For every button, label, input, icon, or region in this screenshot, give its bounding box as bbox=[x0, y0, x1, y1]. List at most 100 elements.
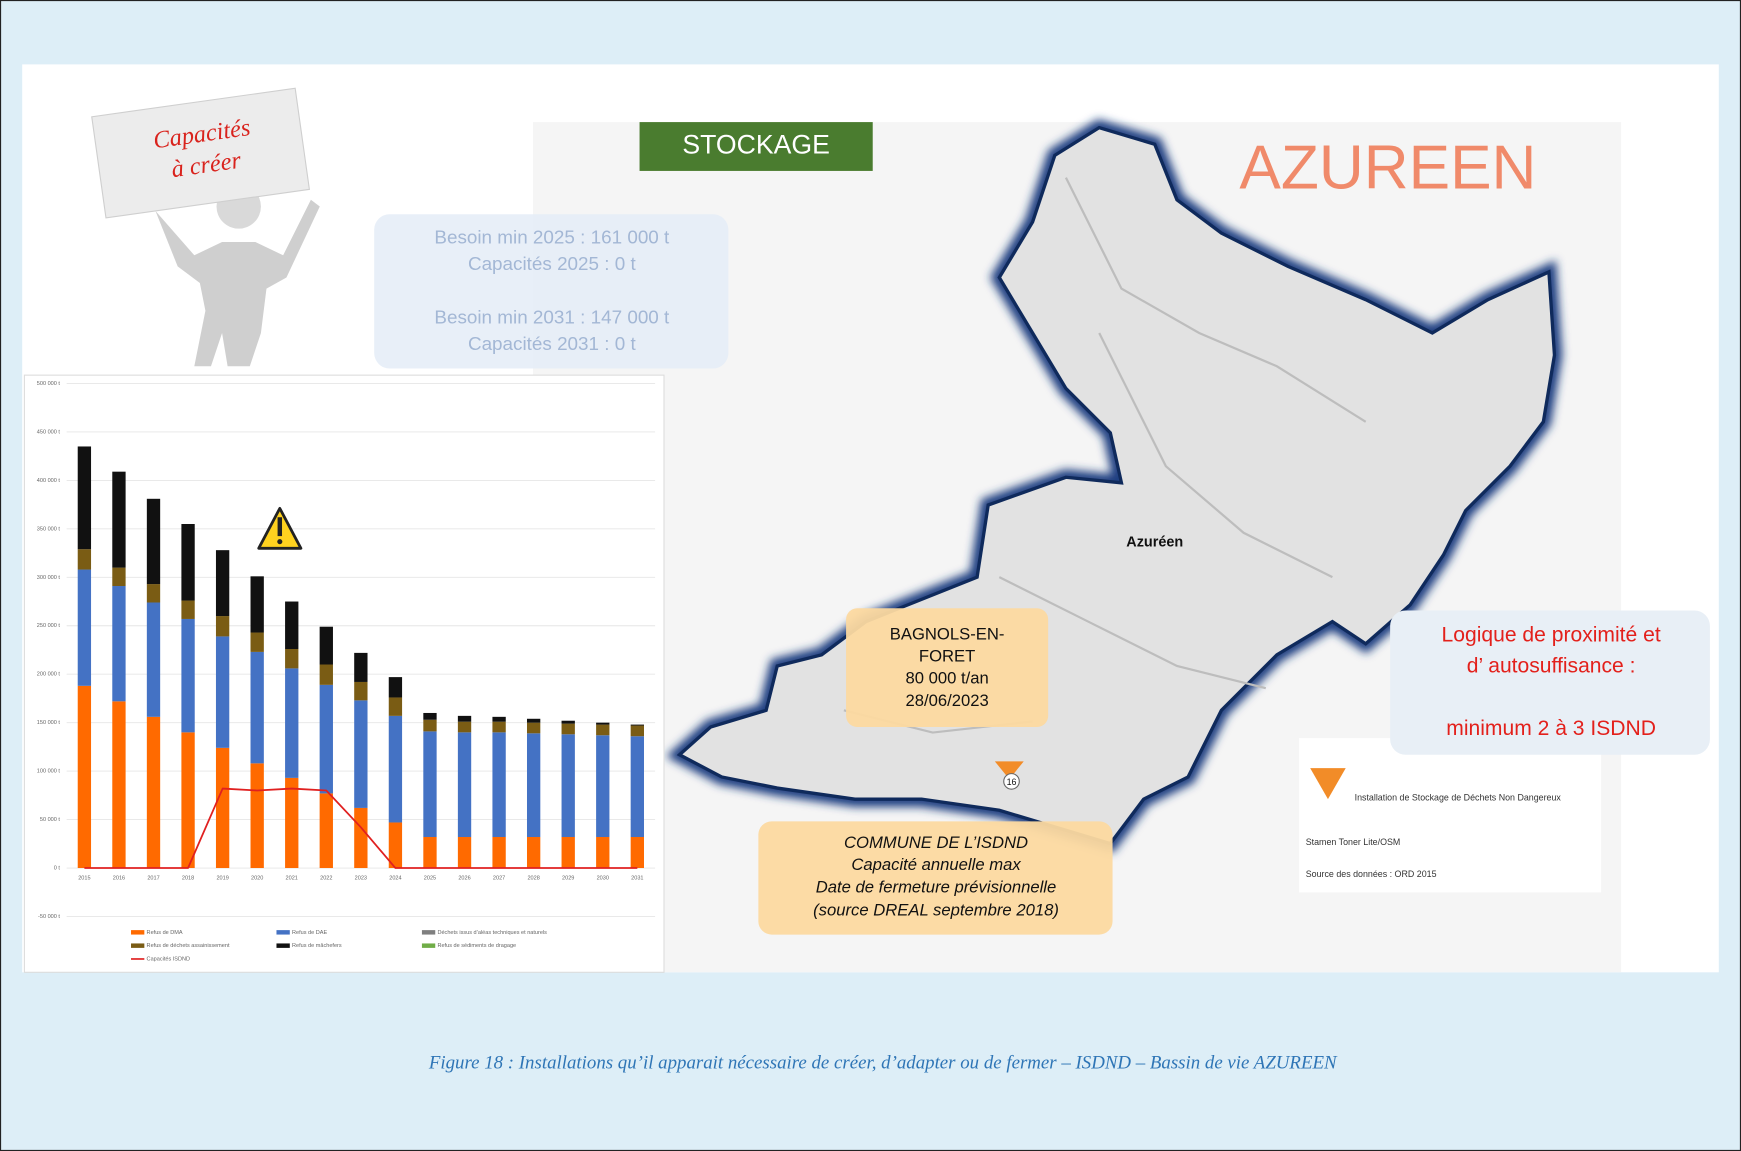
bar-segment bbox=[562, 724, 575, 735]
bar-segment bbox=[389, 697, 402, 715]
bar-segment bbox=[492, 717, 505, 722]
legend-swatch bbox=[131, 943, 144, 947]
x-tick-label: 2024 bbox=[389, 875, 401, 881]
bar-segment bbox=[458, 722, 471, 733]
bar-segment bbox=[285, 778, 298, 868]
x-tick-label: 2019 bbox=[216, 875, 228, 881]
legend-label: Refus de déchets assainissement bbox=[147, 943, 230, 949]
bar-segment bbox=[492, 837, 505, 868]
note-line: minimum 2 à 3 ISDND bbox=[1446, 717, 1656, 740]
x-tick-label: 2018 bbox=[182, 875, 194, 881]
bar-segment bbox=[78, 570, 91, 686]
bar-segment bbox=[147, 717, 160, 868]
legend-text: Source des données : ORD 2015 bbox=[1306, 869, 1437, 879]
bar-segment bbox=[389, 677, 402, 697]
bar-segment bbox=[423, 713, 436, 720]
site-line: 28/06/2023 bbox=[905, 691, 988, 710]
map-label: Azuréen bbox=[1126, 535, 1183, 551]
x-tick-label: 2027 bbox=[493, 875, 505, 881]
warning-dot bbox=[277, 539, 282, 544]
bar-segment bbox=[320, 685, 333, 794]
legend-swatch bbox=[422, 930, 435, 934]
site-line: 80 000 t/an bbox=[905, 669, 988, 688]
bar-segment bbox=[562, 734, 575, 837]
bar-segment bbox=[631, 736, 644, 837]
bar-segment bbox=[285, 602, 298, 649]
note-line: d’ autosuffisance : bbox=[1467, 655, 1636, 678]
bar-segment bbox=[562, 721, 575, 724]
bar-segment bbox=[251, 652, 264, 763]
bar-segment bbox=[181, 524, 194, 601]
bar-segment bbox=[596, 837, 609, 868]
legend-text: Stamen Toner Lite/OSM bbox=[1306, 837, 1401, 847]
bar-segment bbox=[112, 472, 125, 568]
y-tick-label: 400 000 t bbox=[37, 478, 61, 484]
bar-segment bbox=[492, 732, 505, 837]
bar-segment bbox=[112, 701, 125, 868]
bar-segment bbox=[562, 837, 575, 868]
bar-segment bbox=[181, 732, 194, 868]
legend-label: Déchets issus d’aléas techniques et natu… bbox=[437, 930, 547, 936]
bar-segment bbox=[285, 668, 298, 778]
x-tick-label: 2020 bbox=[251, 875, 263, 881]
x-tick-label: 2022 bbox=[320, 875, 332, 881]
x-tick-label: 2029 bbox=[562, 875, 574, 881]
legend-label: Refus de DAE bbox=[292, 930, 327, 936]
x-tick-label: 2017 bbox=[147, 875, 159, 881]
y-tick-label: 450 000 t bbox=[37, 429, 61, 435]
bar-segment bbox=[596, 723, 609, 725]
y-tick-label: 150 000 t bbox=[37, 720, 61, 726]
bar-segment bbox=[423, 837, 436, 868]
bar-segment bbox=[631, 837, 644, 868]
x-tick-label: 2021 bbox=[286, 875, 298, 881]
bar-segment bbox=[527, 837, 540, 868]
bar-segment bbox=[216, 550, 229, 616]
bar-segment bbox=[596, 725, 609, 736]
bar-segment bbox=[216, 636, 229, 747]
bar-segment bbox=[251, 576, 264, 632]
bar-segment bbox=[527, 723, 540, 734]
y-tick-label: 200 000 t bbox=[37, 672, 61, 678]
legend-label: Refus de DMA bbox=[147, 930, 183, 936]
needs-line: Besoin min 2031 : 147 000 t bbox=[434, 307, 670, 328]
bar-segment bbox=[216, 748, 229, 868]
x-tick-label: 2025 bbox=[424, 875, 436, 881]
site-line: BAGNOLS-EN- bbox=[890, 624, 1005, 643]
legend-swatch bbox=[276, 930, 289, 934]
bar-segment bbox=[320, 627, 333, 665]
callout-line: COMMUNE DE L’ISDND bbox=[844, 833, 1028, 852]
y-tick-label: -50 000 t bbox=[38, 914, 60, 920]
bar-segment bbox=[423, 720, 436, 732]
legend-swatch bbox=[276, 943, 289, 947]
caption: Figure 18 : Installations qu’il apparait… bbox=[428, 1053, 1338, 1074]
bar-segment bbox=[354, 682, 367, 700]
needs-line: Capacités 2031 : 0 t bbox=[468, 333, 637, 354]
x-tick-label: 2015 bbox=[78, 875, 90, 881]
bar-segment bbox=[527, 733, 540, 837]
site-line: FORET bbox=[919, 646, 975, 665]
bar-segment bbox=[181, 601, 194, 619]
bar-segment bbox=[458, 732, 471, 837]
x-tick-label: 2023 bbox=[355, 875, 367, 881]
bar-segment bbox=[112, 586, 125, 701]
bar-segment bbox=[458, 837, 471, 868]
bar-segment bbox=[320, 793, 333, 868]
bar-segment bbox=[78, 549, 91, 569]
legend-label: Capacités ISDND bbox=[147, 956, 190, 962]
callout-line: Date de fermeture prévisionnelle bbox=[816, 877, 1057, 896]
figure: Azuréen 16 Capacités à créer Besoin min … bbox=[0, 0, 1741, 1151]
bar-segment bbox=[285, 649, 298, 668]
x-tick-label: 2031 bbox=[631, 875, 643, 881]
warning-bar bbox=[278, 517, 282, 536]
legend-swatch bbox=[422, 943, 435, 947]
needs-line: Capacités 2025 : 0 t bbox=[468, 253, 637, 274]
x-tick-label: 2030 bbox=[597, 875, 609, 881]
bar-segment bbox=[251, 633, 264, 652]
bar-segment bbox=[320, 665, 333, 685]
x-tick-label: 2028 bbox=[527, 875, 539, 881]
legend-text: Installation de Stockage de Déchets Non … bbox=[1355, 792, 1562, 802]
y-tick-label: 50 000 t bbox=[40, 817, 61, 823]
x-tick-label: 2026 bbox=[458, 875, 470, 881]
road-number: 16 bbox=[1007, 777, 1017, 787]
callout-line: (source DREAL septembre 2018) bbox=[813, 901, 1059, 920]
